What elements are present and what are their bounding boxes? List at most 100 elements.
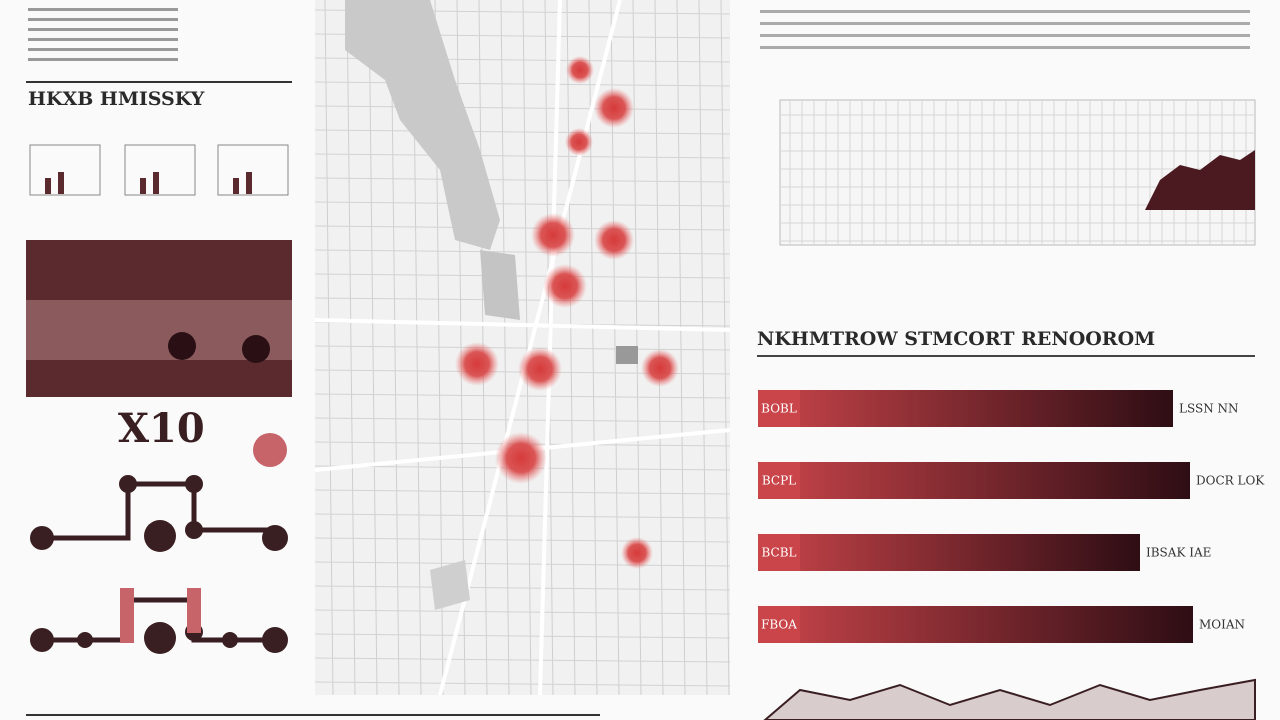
text-line [28,58,178,61]
street [314,105,731,111]
left-title: HKXB HMISSKY [28,88,205,110]
bar-label-box [758,462,800,499]
mini-bar [233,178,239,194]
river [345,0,500,250]
section-title: NKHMTROW STMCORT RENOOROM [757,328,1155,350]
wheel [168,332,196,360]
avenue [314,318,731,332]
mini-chart [124,144,196,196]
bar-label: FBOA [761,618,797,632]
hotspot [566,56,594,84]
mini-bar [58,172,64,194]
bar-value-label: LSSN NN [1179,402,1239,416]
hotspot [531,213,575,257]
area [1145,150,1255,210]
bar-value-label: IBSAK IAE [1146,546,1211,560]
street [314,561,731,567]
street [324,0,334,696]
street [390,0,400,696]
street [314,225,731,231]
street [314,81,731,87]
street [314,417,731,423]
hotspot [518,347,562,391]
text-line [28,8,178,11]
bar-label-box [758,390,800,427]
bar-label-box [758,534,800,571]
street [314,489,731,495]
flow-lines [42,481,275,643]
bar [758,606,1193,643]
park [480,250,520,320]
street [314,153,731,159]
street [698,0,708,696]
street [314,297,731,303]
hotspot [495,432,547,484]
park [430,560,470,610]
hotspot [594,220,634,260]
bar [758,390,1173,427]
street [314,585,731,591]
text-line [760,34,1250,37]
street [346,0,356,696]
text-line [760,22,1250,25]
column [187,588,201,633]
wave [763,678,1256,720]
hotspot [621,537,653,569]
mini-bar [153,172,159,194]
street [314,609,731,615]
street [566,0,576,696]
street [314,273,731,279]
bar-label-box [758,606,800,643]
street [314,201,731,207]
text-line [28,18,178,21]
street [314,537,731,543]
street [314,513,731,519]
flow-nodes [30,475,288,654]
mini-chart [29,144,101,196]
text-line [28,48,178,51]
bar-value-label: MOIAN [1199,618,1245,632]
hotspot [594,88,634,128]
mini-chart [217,144,289,196]
street [314,657,731,663]
text-line [760,10,1250,13]
street [314,681,731,687]
icon [253,433,287,467]
bar-label: BOBL [761,402,797,416]
avenue [438,0,622,696]
street [314,633,731,639]
street [654,0,664,696]
hotspot [455,342,499,386]
wheel [242,335,270,363]
street [314,129,731,135]
mini-bar [140,178,146,194]
street [368,0,378,696]
street [314,393,731,399]
street [314,249,731,255]
text-line [28,38,178,41]
mini-bar [246,172,252,194]
bar [758,534,1140,571]
hotspot [543,264,587,308]
text-line [28,28,178,31]
block [616,346,638,364]
street [676,0,686,696]
bar-label: BCPL [762,474,796,488]
hotspots [455,56,679,569]
text-line [760,46,1250,49]
bars: BOBL LSSN NN BCPL DOCR LOK BCBL IBSAK IAE FBOA… [758,390,1265,643]
bar-label: BCBL [761,546,796,560]
mini-bar [45,178,51,194]
mini-charts [28,8,289,196]
street [314,177,731,183]
street [720,0,730,696]
avenue [538,0,562,696]
bar-value-label: DOCR LOK [1196,474,1265,488]
column [120,588,134,643]
hotspot [641,349,679,387]
street [522,0,532,696]
hotspot [565,128,593,156]
bar [758,462,1190,499]
